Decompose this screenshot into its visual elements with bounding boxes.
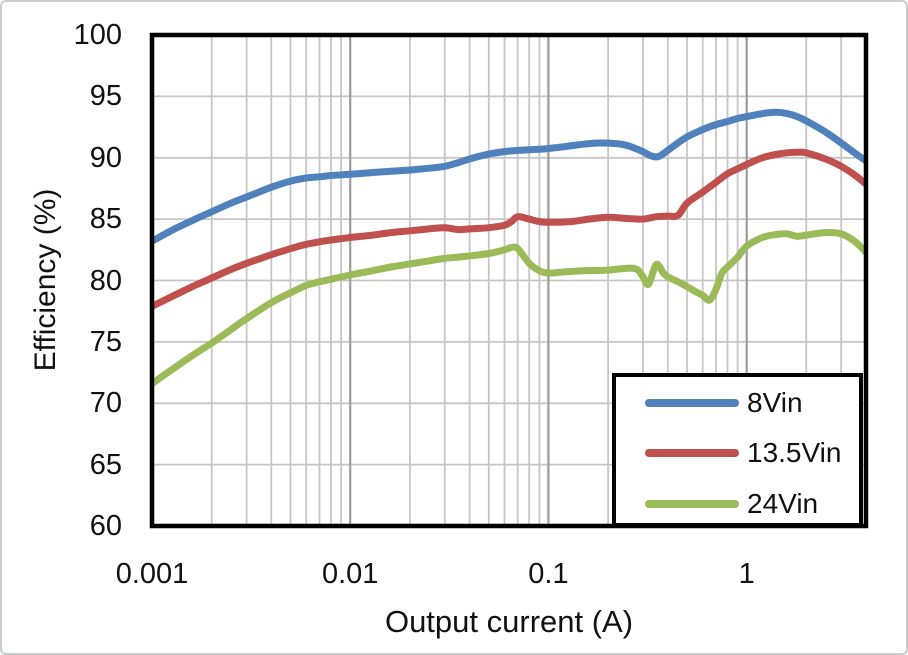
x-tick-label-0.001: 0.001	[115, 558, 189, 590]
legend-line-swatch-13-5vin	[645, 449, 739, 457]
legend-label-8vin: 8Vin	[747, 387, 803, 418]
y-tick-label-90: 90	[89, 141, 122, 174]
y-tick-label-60: 60	[89, 510, 122, 542]
legend-line-swatch-24vin	[645, 500, 739, 508]
y-tick-label-75: 75	[89, 325, 122, 358]
y-tick-label-85: 85	[89, 203, 122, 236]
y-tick-label-95: 95	[89, 80, 122, 113]
series-line-13-5vin	[151, 148, 867, 310]
legend-line-swatch-8vin	[645, 399, 739, 407]
series-line-8vin	[151, 108, 867, 245]
plot-border	[149, 32, 869, 529]
legend-item-8vin: 8Vin	[616, 386, 859, 420]
legend-item-24vin: 24Vin	[616, 487, 859, 521]
x-tick-label-0.01: 0.01	[321, 558, 379, 590]
series-line-24vin	[151, 229, 867, 388]
y-tick-label-70: 70	[89, 387, 122, 420]
legend-label-24vin: 24Vin	[747, 488, 819, 519]
legend-label-13-5vin: 13.5Vin	[747, 437, 842, 468]
y-tick-label-100: 100	[73, 19, 122, 51]
legend-item-13-5vin: 13.5Vin	[616, 436, 859, 470]
x-tick-label-0.1: 0.1	[528, 558, 569, 590]
legend: 8Vin 13.5Vin 24Vin	[612, 373, 863, 527]
x-tick-label-1: 1	[738, 558, 755, 590]
y-tick-label-65: 65	[89, 448, 122, 481]
x-axis-title: Output current (A)	[384, 604, 634, 639]
y-tick-label-80: 80	[89, 264, 122, 297]
